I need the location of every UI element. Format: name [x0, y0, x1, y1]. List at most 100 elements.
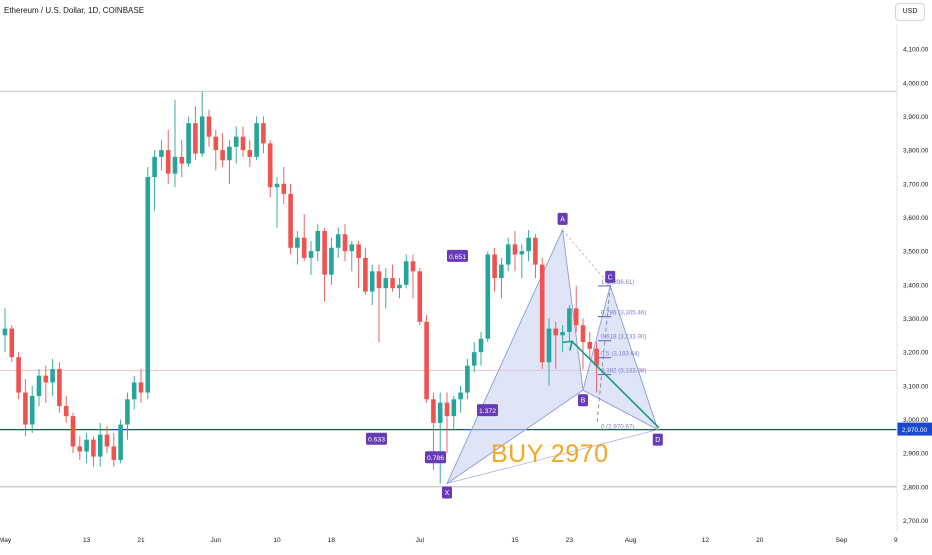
candle-body — [50, 368, 55, 383]
candle — [573, 285, 579, 332]
point-label-text: C — [608, 274, 613, 281]
candle-body — [376, 271, 382, 289]
candle-body — [533, 237, 538, 265]
candle — [97, 422, 103, 467]
candle — [57, 362, 62, 413]
candle — [165, 129, 171, 184]
candle — [376, 264, 382, 343]
xd-leg — [446, 429, 658, 484]
candle-body — [546, 328, 552, 363]
candle-body — [165, 150, 171, 174]
candle — [356, 241, 361, 289]
fib-label: 0.5 (3,183.64) — [601, 351, 640, 358]
candle-body — [2, 328, 8, 336]
price-badge-label: 2,970.00 — [902, 427, 928, 434]
x-tick-label: May — [0, 537, 12, 544]
candle — [315, 224, 321, 262]
candle — [16, 352, 21, 400]
candle-body — [458, 392, 463, 400]
candle-body — [587, 342, 593, 349]
candle-body — [43, 375, 49, 383]
point-label-bg — [578, 394, 588, 407]
candle — [594, 342, 599, 393]
candle-body — [274, 183, 280, 188]
y-tick-label: 3,000.00 — [903, 417, 929, 424]
candle-body — [281, 183, 287, 194]
y-tick-label: 3,100.00 — [903, 383, 929, 390]
currency-button[interactable]: USD — [895, 3, 925, 21]
ratio-label-text: 1.372 — [479, 408, 496, 415]
candle-body — [526, 237, 531, 252]
candle-body — [220, 150, 225, 161]
candle-body — [9, 328, 15, 358]
candle-body — [580, 325, 586, 343]
candle — [2, 308, 8, 353]
x-tick-label: Jul — [416, 537, 425, 544]
ratio-label-bd: 1.372 — [477, 404, 498, 417]
candle — [145, 166, 151, 400]
candle — [43, 365, 49, 403]
candle — [471, 342, 477, 373]
point-label-bg — [557, 212, 568, 225]
candle — [254, 116, 259, 161]
candle — [152, 150, 157, 211]
candle — [104, 426, 110, 454]
candle-body — [77, 446, 83, 452]
fib-label: 0.618 (3,233.90) — [601, 334, 646, 341]
candle-body — [97, 434, 103, 457]
candle — [519, 244, 525, 279]
candle — [363, 247, 368, 295]
candle — [193, 106, 198, 161]
candle-body — [267, 143, 273, 188]
candle — [567, 305, 572, 343]
point-label-bg — [652, 433, 663, 446]
candle-body — [179, 156, 185, 164]
y-tick-label: 3,900.00 — [903, 114, 929, 121]
candle-body — [254, 123, 259, 157]
candle-body — [431, 399, 436, 423]
candles-layer — [2, 91, 599, 484]
ratio-label-bg — [447, 249, 468, 262]
candle — [281, 166, 287, 205]
candle — [233, 126, 239, 164]
candle-body — [492, 254, 497, 279]
x-tick-label: 18 — [328, 537, 336, 544]
point-label-bg — [605, 270, 616, 283]
bounce-arrow-head — [562, 340, 574, 351]
ratio-label-bg — [425, 451, 446, 464]
candle — [159, 140, 164, 171]
y-tick-label: 3,700.00 — [903, 181, 929, 188]
candle — [458, 385, 463, 413]
ratio-label-bg — [366, 432, 387, 445]
candle — [499, 257, 504, 299]
ac-leg — [562, 229, 611, 287]
buy-annotation: BUY 2970 — [491, 440, 609, 468]
candle-body — [111, 446, 117, 460]
point-label-d: D — [652, 433, 663, 446]
projection-line — [596, 285, 611, 423]
candle — [560, 325, 565, 353]
candle-body — [519, 251, 525, 255]
candle-body — [240, 136, 246, 151]
candle-body — [451, 399, 457, 417]
ratio-label-xb: 0.633 — [366, 432, 387, 445]
candle — [261, 116, 266, 154]
axes-layer: 2,700.00 2,800.00 2,900.00 3,000.00 3,100.00… — [0, 24, 929, 544]
candle — [77, 436, 83, 460]
candle-body — [356, 244, 361, 258]
fib-label: 1 (3,396.61) — [601, 279, 634, 286]
candle-body — [91, 439, 96, 457]
candle — [539, 257, 545, 369]
candle-body — [308, 251, 314, 258]
candle-body — [315, 230, 321, 252]
candle — [444, 392, 450, 454]
candle — [478, 331, 484, 366]
bounce-arrow-shaft — [571, 340, 660, 429]
candle — [505, 237, 511, 272]
x-tick-label: 15 — [511, 537, 519, 544]
candle — [546, 318, 552, 386]
x-tick-label: 12 — [702, 537, 710, 544]
y-tick-label: 2,700.00 — [903, 518, 929, 525]
candle-body — [29, 395, 35, 425]
